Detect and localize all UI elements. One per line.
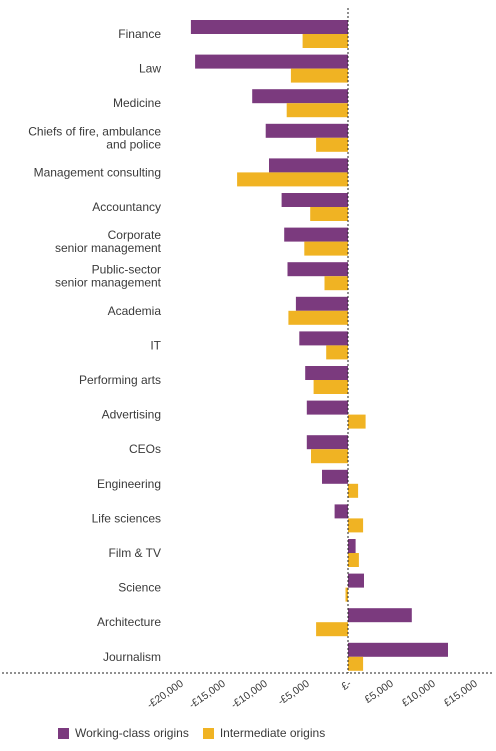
category-label-performing-arts: Performing arts bbox=[79, 373, 161, 387]
category-label-science: Science bbox=[118, 581, 161, 595]
legend-swatch-intermediate bbox=[202, 727, 214, 739]
category-label-ceos: CEOs bbox=[129, 442, 161, 456]
bar-law-working-class bbox=[195, 54, 348, 69]
bar-public-sector-senior-management-intermediate bbox=[324, 276, 348, 291]
bar-performing-arts-working-class bbox=[305, 366, 348, 380]
bar-it-intermediate bbox=[326, 345, 348, 360]
legend-item-intermediate: Intermediate origins bbox=[202, 726, 326, 740]
x-tick-label: £- bbox=[339, 677, 354, 692]
bar-architecture-intermediate bbox=[316, 622, 348, 637]
category-label-engineering: Engineering bbox=[97, 477, 161, 491]
x-tick-label: -£20,000 bbox=[145, 678, 186, 712]
bar-film-tv-working-class bbox=[348, 539, 356, 553]
category-labels: Finance Law Medicine Chiefs of fire, ambula… bbox=[28, 27, 161, 664]
bars-group bbox=[190, 20, 448, 671]
legend-swatch-working-class bbox=[58, 727, 69, 739]
x-tick-label: -£15,000 bbox=[187, 678, 228, 712]
x-tick-label: -£10,000 bbox=[229, 678, 270, 712]
bar-accountancy-working-class bbox=[281, 193, 348, 207]
category-label-accountancy: Accountancy bbox=[92, 200, 161, 214]
category-label-medicine: Medicine bbox=[113, 96, 161, 110]
bar-finance-intermediate bbox=[302, 34, 348, 48]
bar-medicine-working-class bbox=[252, 89, 348, 104]
x-tick-label: -£5,000 bbox=[276, 678, 312, 708]
category-label-architecture: Architecture bbox=[97, 615, 161, 629]
bar-science-working-class bbox=[348, 573, 364, 588]
category-label-chiefs-of-fire-ambulance-and-police: Chiefs of fire, ambulance and police bbox=[28, 124, 161, 151]
bar-law-intermediate bbox=[290, 68, 348, 83]
bar-finance-working-class bbox=[190, 20, 348, 34]
bar-ceos-intermediate bbox=[311, 449, 348, 464]
x-tick-label: £15,000 bbox=[442, 678, 480, 710]
category-label-corporate-senior-management: Corporate senior management bbox=[55, 228, 162, 255]
bar-it-working-class bbox=[299, 331, 348, 346]
bar-architecture-working-class bbox=[348, 608, 412, 623]
bar-chiefs-of-fire-ambulance-and-police-working-class bbox=[265, 123, 348, 138]
bar-corporate-senior-management-intermediate bbox=[304, 241, 348, 256]
category-label-life-sciences: Life sciences bbox=[92, 511, 161, 525]
bar-journalism-intermediate bbox=[348, 656, 364, 671]
bar-life-sciences-intermediate bbox=[348, 518, 364, 533]
legend: Working-class origins Intermediate origi… bbox=[58, 726, 339, 740]
bar-academia-intermediate bbox=[288, 310, 348, 325]
bar-journalism-working-class bbox=[348, 642, 448, 657]
bar-management-consulting-working-class bbox=[269, 158, 348, 173]
bar-engineering-intermediate bbox=[348, 483, 359, 498]
bar-advertising-working-class bbox=[306, 400, 348, 415]
x-tick-label: £10,000 bbox=[400, 678, 438, 710]
bar-ceos-working-class bbox=[306, 435, 348, 450]
category-label-advertising: Advertising bbox=[102, 408, 161, 422]
bar-advertising-intermediate bbox=[348, 414, 366, 429]
category-label-management-consulting: Management consulting bbox=[34, 165, 161, 179]
category-label-film-tv: Film & TV bbox=[109, 546, 161, 560]
bar-science-intermediate bbox=[345, 587, 348, 602]
bar-chart: Finance Law Medicine Chiefs of fire, ambula… bbox=[2, 8, 494, 711]
bar-film-tv-intermediate bbox=[348, 553, 359, 567]
bar-accountancy-intermediate bbox=[310, 207, 348, 221]
bar-management-consulting-intermediate bbox=[237, 172, 348, 187]
category-label-it: IT bbox=[150, 338, 161, 352]
bar-performing-arts-intermediate bbox=[313, 380, 348, 394]
x-tick-label: £5,000 bbox=[363, 678, 396, 706]
bar-life-sciences-working-class bbox=[334, 504, 348, 519]
category-label-finance: Finance bbox=[118, 27, 161, 41]
bar-public-sector-senior-management-working-class bbox=[287, 262, 348, 277]
category-label-law: Law bbox=[139, 62, 161, 76]
bar-academia-working-class bbox=[295, 296, 348, 311]
x-axis-ticks: -£20,000 -£15,000 -£10,000 -£5,000 £- £5,000 £… bbox=[145, 677, 480, 711]
bar-engineering-working-class bbox=[322, 469, 348, 484]
bar-chiefs-of-fire-ambulance-and-police-intermediate bbox=[316, 137, 348, 152]
legend-item-working-class: Working-class origins bbox=[58, 726, 189, 740]
category-label-public-sector-senior-management: Public-sector senior management bbox=[55, 263, 162, 290]
legend-label-intermediate: Intermediate origins bbox=[219, 726, 326, 740]
legend-label-working-class: Working-class origins bbox=[75, 726, 189, 740]
category-label-academia: Academia bbox=[108, 304, 162, 318]
bar-corporate-senior-management-working-class bbox=[284, 227, 348, 242]
bar-medicine-intermediate bbox=[286, 103, 348, 118]
category-label-journalism: Journalism bbox=[103, 650, 161, 664]
